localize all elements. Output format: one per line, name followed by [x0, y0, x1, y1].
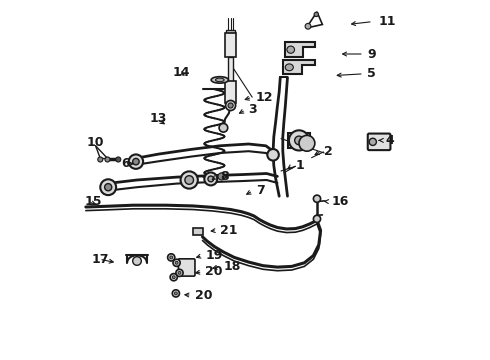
Circle shape — [208, 176, 214, 182]
Circle shape — [172, 276, 175, 279]
Circle shape — [172, 290, 179, 297]
Text: 12: 12 — [256, 91, 273, 104]
Text: 1: 1 — [295, 159, 304, 172]
Circle shape — [173, 259, 180, 266]
FancyBboxPatch shape — [368, 134, 391, 150]
Polygon shape — [285, 42, 315, 57]
Circle shape — [176, 269, 183, 276]
Circle shape — [133, 257, 141, 265]
Circle shape — [180, 171, 198, 189]
Text: 11: 11 — [378, 15, 396, 28]
Text: 20: 20 — [205, 265, 223, 278]
Text: 17: 17 — [92, 253, 109, 266]
Polygon shape — [283, 60, 315, 74]
Bar — [288, 133, 310, 148]
Text: 4: 4 — [386, 134, 394, 147]
Text: 5: 5 — [368, 67, 376, 80]
Text: 2: 2 — [324, 145, 333, 158]
Bar — [228, 57, 233, 86]
Circle shape — [129, 154, 143, 169]
Text: 7: 7 — [256, 184, 265, 197]
Circle shape — [305, 23, 311, 29]
Circle shape — [116, 157, 121, 162]
Circle shape — [369, 138, 376, 145]
Circle shape — [178, 271, 181, 274]
Ellipse shape — [211, 77, 228, 83]
Text: 21: 21 — [220, 224, 237, 237]
Text: 8: 8 — [220, 170, 228, 183]
Bar — [226, 30, 235, 33]
Circle shape — [105, 157, 110, 162]
Circle shape — [133, 158, 139, 165]
Circle shape — [174, 292, 177, 295]
Circle shape — [314, 195, 320, 202]
Text: 20: 20 — [195, 289, 212, 302]
FancyBboxPatch shape — [178, 259, 195, 276]
Text: 9: 9 — [368, 48, 376, 60]
Circle shape — [314, 12, 319, 17]
Text: 16: 16 — [331, 195, 349, 208]
Text: 18: 18 — [223, 260, 241, 273]
Ellipse shape — [216, 78, 224, 82]
Text: 13: 13 — [149, 112, 167, 125]
Circle shape — [170, 256, 172, 259]
Circle shape — [168, 254, 175, 261]
Circle shape — [170, 274, 177, 281]
Circle shape — [100, 179, 116, 195]
Text: 6: 6 — [121, 157, 129, 170]
Ellipse shape — [287, 46, 294, 53]
Circle shape — [299, 135, 315, 151]
Circle shape — [228, 103, 233, 108]
Bar — [225, 81, 236, 103]
Circle shape — [185, 176, 194, 184]
Circle shape — [294, 136, 303, 145]
Bar — [225, 33, 236, 57]
Circle shape — [314, 215, 320, 222]
Ellipse shape — [285, 64, 294, 71]
Circle shape — [268, 149, 279, 161]
Circle shape — [175, 261, 178, 264]
Circle shape — [219, 123, 228, 132]
FancyBboxPatch shape — [193, 228, 202, 235]
Circle shape — [218, 173, 225, 180]
Text: 19: 19 — [205, 249, 223, 262]
Circle shape — [98, 157, 103, 162]
Circle shape — [289, 130, 309, 150]
Text: 3: 3 — [248, 103, 257, 116]
Text: 14: 14 — [173, 66, 191, 78]
Circle shape — [204, 172, 217, 185]
Text: 10: 10 — [87, 136, 104, 149]
Text: 15: 15 — [85, 195, 102, 208]
Circle shape — [225, 100, 236, 111]
Circle shape — [104, 184, 112, 191]
